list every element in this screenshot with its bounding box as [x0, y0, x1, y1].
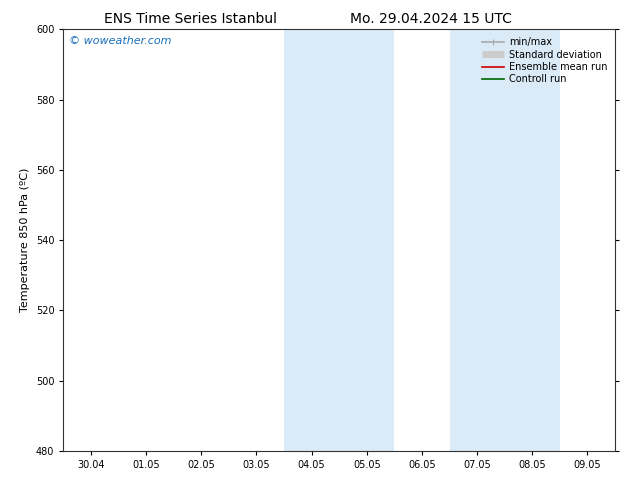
Bar — [505, 29, 560, 451]
Y-axis label: Temperature 850 hPa (ºC): Temperature 850 hPa (ºC) — [20, 168, 30, 312]
Bar — [450, 29, 505, 451]
Bar — [284, 29, 339, 451]
Legend: min/max, Standard deviation, Ensemble mean run, Controll run: min/max, Standard deviation, Ensemble me… — [479, 34, 610, 87]
Text: © woweather.com: © woweather.com — [69, 36, 171, 46]
Bar — [339, 29, 394, 451]
Text: ENS Time Series Istanbul: ENS Time Series Istanbul — [104, 12, 276, 26]
Text: Mo. 29.04.2024 15 UTC: Mo. 29.04.2024 15 UTC — [350, 12, 512, 26]
